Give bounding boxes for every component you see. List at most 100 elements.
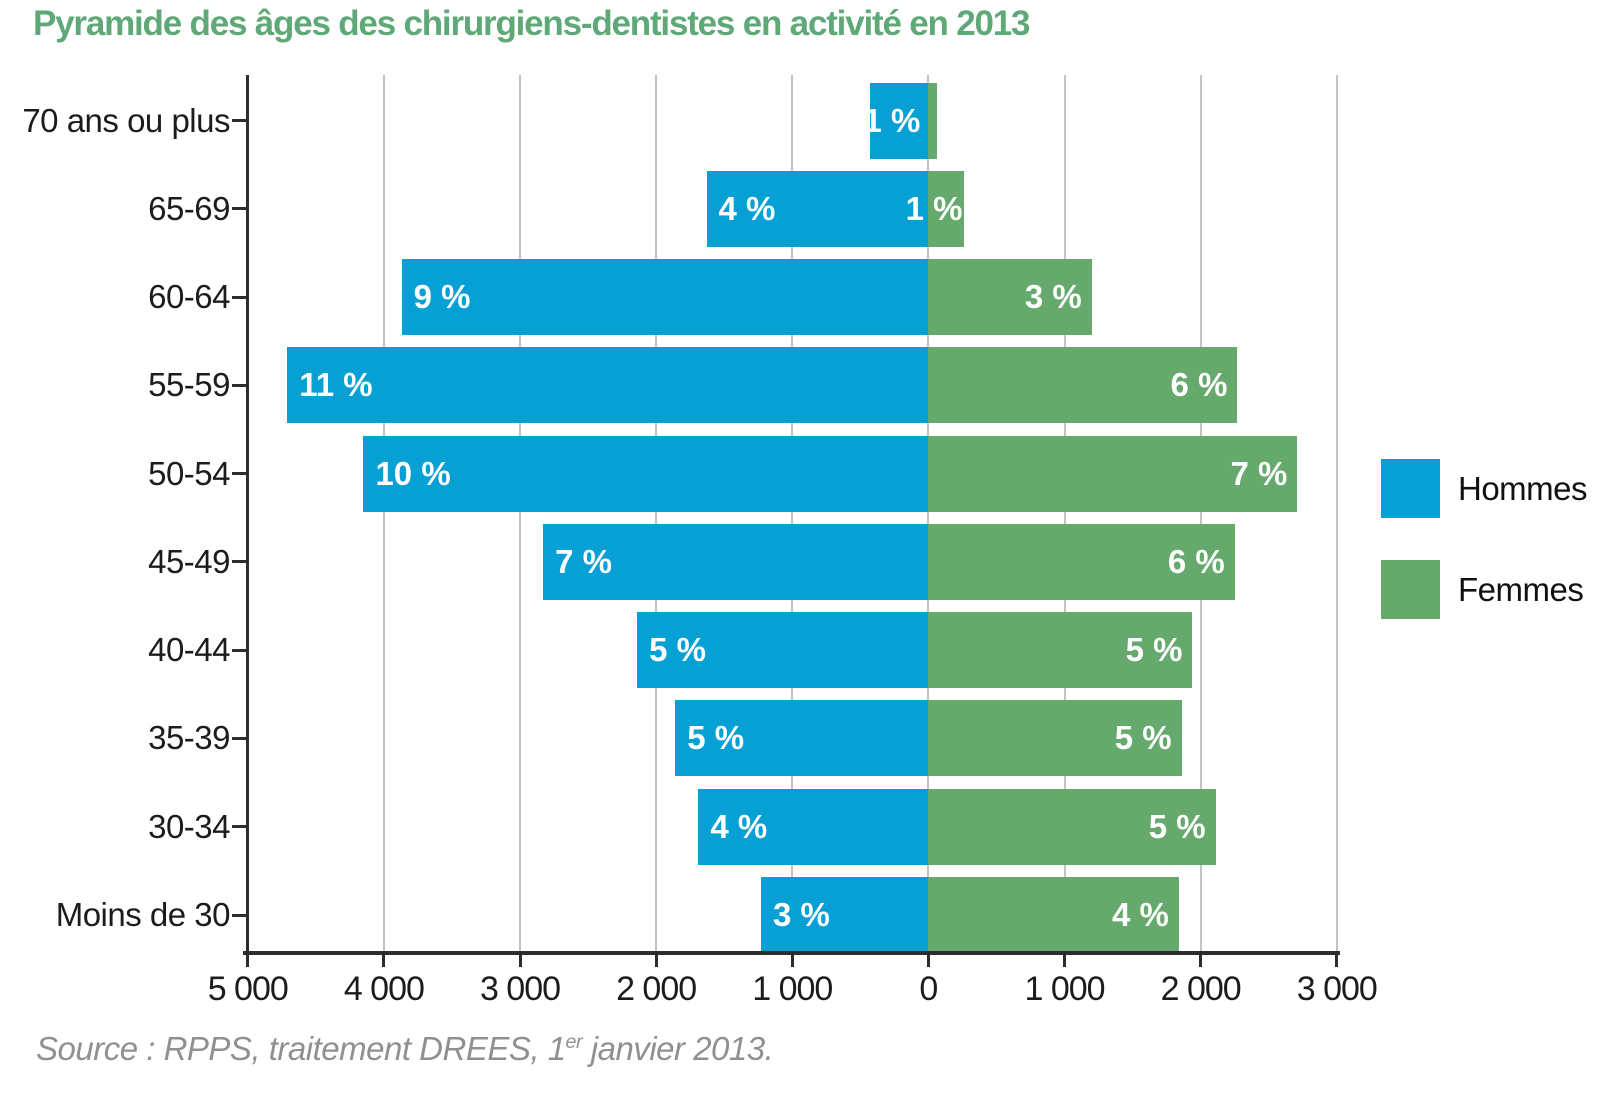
gridline — [1199, 75, 1202, 953]
femmes-bar-label: 6 % — [1167, 542, 1225, 580]
x-tick-label: 2 000 — [1160, 970, 1242, 1008]
y-axis-label: 65-69 — [148, 189, 230, 227]
gridline — [382, 75, 385, 953]
x-tick — [790, 953, 794, 967]
hommes-bar — [637, 612, 929, 689]
hommes-bar-label: 7 % — [555, 542, 613, 580]
y-axis-label: 40-44 — [148, 631, 230, 669]
hommes-bar — [760, 877, 929, 954]
hommes-bar-label: 9 % — [413, 278, 471, 316]
x-tick — [246, 953, 250, 967]
y-tick — [232, 472, 247, 476]
y-axis-label: Moins de 30 — [55, 896, 231, 934]
y-axis-line — [245, 75, 249, 957]
y-axis-label: 35-39 — [148, 719, 230, 757]
femmes-bar — [928, 523, 1235, 600]
y-tick — [232, 736, 247, 740]
x-tick-label: 3 000 — [1296, 970, 1378, 1008]
femmes-bar — [928, 170, 965, 247]
x-tick — [926, 953, 930, 967]
chart-title: Pyramide des âges des chirurgiens-dentis… — [33, 4, 1030, 43]
femmes-bar-label: 6 % — [1170, 366, 1228, 404]
x-tick-label: 1 000 — [752, 970, 833, 1008]
y-axis-label: 55-59 — [148, 366, 230, 404]
hommes-bar — [706, 170, 929, 247]
femmes-bar-label: 5 % — [1125, 631, 1183, 669]
hommes-bar — [698, 788, 929, 865]
femmes-bar — [928, 612, 1193, 689]
x-tick — [382, 953, 386, 967]
x-tick — [518, 953, 522, 967]
hommes-color-swatch — [1381, 459, 1440, 518]
femmes-bar-label: 1 % — [905, 189, 963, 227]
legend-item-femmes: Femmes — [1381, 560, 1587, 619]
gridline — [1335, 75, 1338, 953]
femmes-bar-label: 7 % — [1230, 454, 1288, 492]
source-text-end: janvier 2013. — [582, 1030, 774, 1067]
femmes-bar — [928, 435, 1298, 512]
gridline — [1063, 75, 1066, 953]
femmes-bar — [928, 877, 1179, 954]
legend: Hommes Femmes — [1381, 459, 1588, 661]
femmes-bar — [928, 82, 938, 159]
hommes-bar — [675, 700, 929, 777]
y-axis-label: 45-49 — [148, 542, 230, 580]
femmes-bar — [928, 700, 1182, 777]
legend-item-hommes: Hommes — [1381, 459, 1588, 518]
x-tick — [1199, 953, 1203, 967]
gridline — [791, 75, 794, 953]
y-tick — [232, 560, 247, 564]
gridline — [519, 75, 521, 953]
hommes-bar — [869, 82, 929, 159]
hommes-bar-label: 4 % — [718, 189, 776, 227]
x-tick-label: 5 000 — [207, 970, 289, 1008]
source-note: Source : RPPS, traitement DREES, 1er jan… — [36, 1030, 774, 1068]
femmes-bar-label: 5 % — [1148, 807, 1206, 845]
y-tick — [232, 825, 247, 829]
hommes-bar-label: 4 % — [710, 807, 768, 845]
x-tick-label: 1 000 — [1024, 970, 1105, 1008]
gridline — [655, 75, 658, 953]
y-tick — [232, 295, 247, 299]
x-tick-label: 3 000 — [479, 970, 561, 1008]
legend-label-hommes: Hommes — [1458, 469, 1588, 507]
hommes-bar-label: 11 % — [299, 366, 373, 404]
hommes-bar-label: 3 % — [772, 896, 830, 934]
femmes-bar — [928, 347, 1238, 424]
hommes-bar-label: 5 % — [687, 719, 745, 757]
hommes-bar — [401, 259, 929, 336]
hommes-bar — [287, 347, 929, 424]
femmes-bar — [928, 259, 1092, 336]
y-tick — [232, 119, 247, 122]
y-tick — [232, 648, 247, 652]
y-tick — [232, 207, 247, 211]
y-axis-label: 30-34 — [148, 807, 230, 845]
femmes-color-swatch — [1381, 560, 1440, 619]
hommes-bar-label: 10 % — [375, 454, 451, 492]
y-tick — [232, 913, 247, 917]
hommes-bar — [363, 435, 929, 512]
y-axis-label: 70 ans ou plus — [22, 101, 230, 139]
source-superscript: er — [565, 1031, 583, 1053]
x-tick-label: 0 — [919, 970, 938, 1008]
hommes-bar-label: 1 % — [863, 101, 921, 139]
femmes-bar — [928, 788, 1216, 865]
x-tick-label: 4 000 — [343, 970, 425, 1008]
femmes-bar-label: 4 % — [1112, 896, 1169, 934]
source-text: Source : RPPS, traitement DREES, 1 — [36, 1030, 566, 1067]
gridline — [927, 75, 930, 953]
y-tick — [232, 383, 247, 387]
hommes-bar — [543, 523, 929, 600]
femmes-bar-label: 5 % — [1114, 719, 1172, 757]
x-tick-label: 2 000 — [616, 970, 697, 1008]
legend-label-femmes: Femmes — [1458, 570, 1584, 608]
x-tick — [1335, 953, 1339, 967]
y-axis-label: 50-54 — [148, 454, 230, 492]
hommes-bar-label: 5 % — [649, 631, 706, 669]
y-axis-label: 60-64 — [148, 278, 230, 316]
x-tick — [1063, 953, 1067, 967]
femmes-bar-label: 3 % — [1024, 278, 1082, 316]
x-tick — [654, 953, 658, 967]
